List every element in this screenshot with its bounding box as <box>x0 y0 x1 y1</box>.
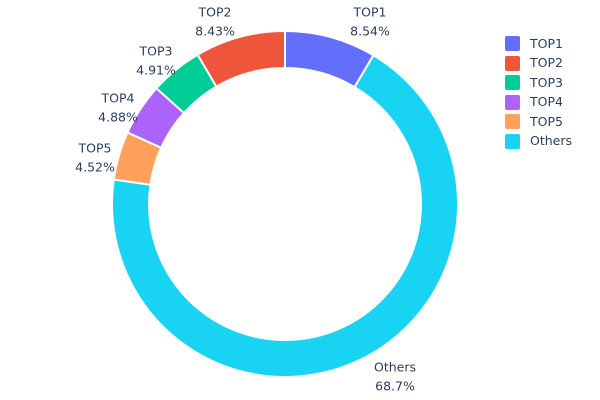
legend-item-label: TOP1 <box>530 35 563 51</box>
legend-item-label: TOP3 <box>530 74 563 90</box>
legend-item-label: TOP4 <box>530 94 563 109</box>
legend-item-others[interactable]: Others <box>505 132 597 152</box>
legend-item-label: TOP5 <box>530 113 563 129</box>
pie-slice-top5[interactable] <box>112 131 163 186</box>
slice-label-percent-top5: 4.52% <box>75 160 115 175</box>
slice-label-percent-top2: 8.43% <box>195 24 235 39</box>
slice-label-percent-top4: 4.88% <box>98 110 138 125</box>
slice-labels: TOP1 8.54% TOP2 8.43% TOP3 4.91%TOP4 4.88% TOP5… <box>75 5 416 394</box>
slice-label-percent-top1: 8.54% <box>350 24 390 39</box>
donut-slices[interactable] <box>111 30 459 378</box>
pie-slice-top4[interactable] <box>126 87 185 149</box>
legend-item-top5[interactable]: TOP5 <box>505 112 597 132</box>
legend-swatch-icon <box>505 36 520 52</box>
legend-item-top1[interactable]: TOP1 <box>505 34 597 54</box>
pie-slice-top3[interactable] <box>155 53 218 115</box>
legend-item-top3[interactable]: TOP3 <box>505 73 597 93</box>
slice-label-name-top4: TOP4 <box>101 91 135 106</box>
legend-swatch-icon <box>505 75 520 91</box>
pie-slice-others[interactable] <box>111 54 459 378</box>
pie-slice-top2[interactable] <box>196 30 286 88</box>
legend-item-top4[interactable]: TOP4 <box>505 93 597 113</box>
legend-swatch-icon <box>505 55 520 71</box>
slice-label-percent-top3: 4.91% <box>136 63 176 78</box>
legend-swatch-icon <box>505 133 520 149</box>
legend[interactable]: TOP1 TOP2 TOP3 TOP4 TOP5 Others <box>505 34 597 151</box>
slice-label-name-others: Others <box>374 360 416 375</box>
legend-item-label: Others <box>530 133 573 148</box>
slice-label-name-top5: TOP5 <box>78 141 112 156</box>
slice-label-name-top1: TOP1 <box>353 5 387 20</box>
slice-label-name-top2: TOP2 <box>198 5 232 20</box>
slice-label-percent-others: 68.7% <box>375 379 415 394</box>
slice-label-name-top3: TOP3 <box>139 44 173 59</box>
legend-item-top2[interactable]: TOP2 <box>505 54 597 74</box>
legend-swatch-icon <box>505 94 520 110</box>
legend-item-label: TOP2 <box>530 55 563 70</box>
legend-swatch-icon <box>505 114 520 130</box>
